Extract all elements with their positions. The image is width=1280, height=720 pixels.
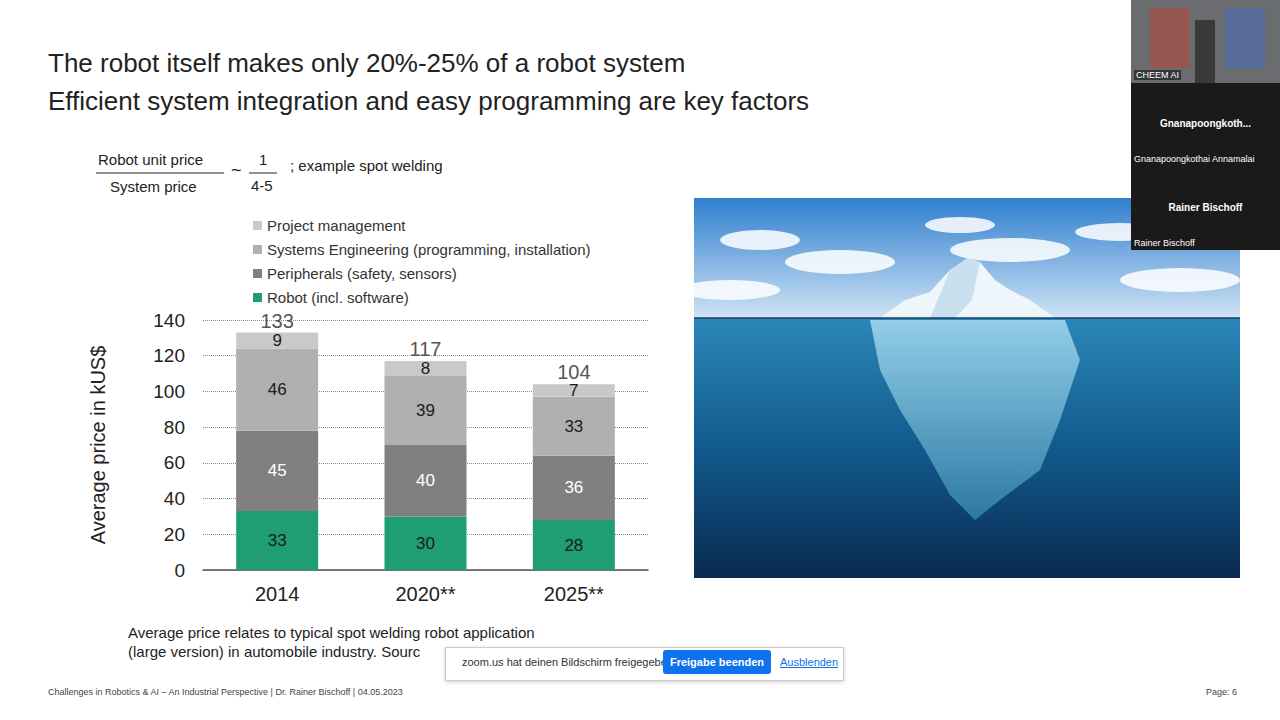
html-text:CHEEM AI: CHEEM AI [1136, 70, 1179, 80]
svg-text:9: 9 [272, 331, 281, 350]
svg-text:30: 30 [416, 534, 435, 553]
html-text:Average price relates to typic: Average price relates to typical spot we… [128, 624, 535, 641]
html-text:Freigabe beenden: Freigabe beenden [669, 656, 765, 668]
html-text:1: 1 [259, 151, 268, 168]
svg-text:100: 100 [153, 381, 185, 402]
svg-text:133: 133 [260, 310, 293, 332]
html-text:The robot itself makes only 20: The robot itself makes only 20%-25% of a… [48, 48, 686, 78]
html-text:; example spot welding: ; example spot welding [290, 157, 443, 174]
html-text:Robot unit price: Robot unit price [98, 151, 204, 168]
svg-text:33: 33 [268, 531, 287, 550]
svg-text:2014: 2014 [255, 583, 300, 605]
svg-text:7: 7 [569, 381, 578, 400]
svg-text:60: 60 [164, 452, 185, 473]
svg-text:140: 140 [153, 310, 185, 331]
svg-text:28: 28 [564, 536, 583, 555]
svg-text:20: 20 [164, 524, 185, 545]
html-text:(large version) in automobile: (large version) in automobile industry. … [128, 643, 421, 660]
html-text:Rainer Bischoff: Rainer Bischoff [1134, 238, 1195, 248]
svg-text:Project management: Project management [267, 217, 406, 234]
svg-text:40: 40 [416, 471, 435, 490]
html-text:Rainer Bischoff: Rainer Bischoff [1168, 202, 1243, 213]
svg-text:Robot (incl. software): Robot (incl. software) [267, 289, 409, 306]
html-text:Gnanapoongkoth...: Gnanapoongkoth... [1159, 118, 1251, 129]
svg-text:80: 80 [164, 417, 185, 438]
html-text:Gnanapoongkothai Annamalai: Gnanapoongkothai Annamalai [1134, 154, 1255, 164]
svg-text:104: 104 [557, 361, 590, 383]
svg-text:8: 8 [421, 359, 430, 378]
html-text:zoom.us hat deinen Bildschirm: zoom.us hat deinen Bildschirm freigegebe… [462, 656, 676, 668]
svg-text:0: 0 [174, 560, 185, 581]
svg-text:Peripherals (safety, sensors): Peripherals (safety, sensors) [267, 265, 457, 282]
svg-text:40: 40 [164, 488, 185, 509]
svg-text:46: 46 [268, 380, 287, 399]
svg-text:33: 33 [564, 417, 583, 436]
html-text:Page: 6: Page: 6 [1206, 687, 1237, 697]
html-text:System price: System price [110, 178, 197, 195]
svg-text:45: 45 [268, 461, 287, 480]
svg-text:120: 120 [153, 345, 185, 366]
html-text:Efficient system integration a: Efficient system integration and easy pr… [48, 86, 810, 116]
svg-text:Average price in kUS$: Average price in kUS$ [87, 346, 109, 545]
svg-text:36: 36 [564, 478, 583, 497]
html-text:Ausblenden: Ausblenden [780, 656, 839, 668]
html-text:Challenges in Robotics & AI –: Challenges in Robotics & AI – An Industr… [48, 687, 403, 697]
svg-text:2020**: 2020** [395, 583, 455, 605]
svg-text:117: 117 [410, 338, 442, 360]
svg-text:39: 39 [416, 401, 435, 420]
svg-text:2025**: 2025** [544, 583, 604, 605]
html-text:4-5: 4-5 [251, 177, 273, 194]
svg-text:Systems Engineering (programmi: Systems Engineering (programming, instal… [267, 241, 590, 258]
